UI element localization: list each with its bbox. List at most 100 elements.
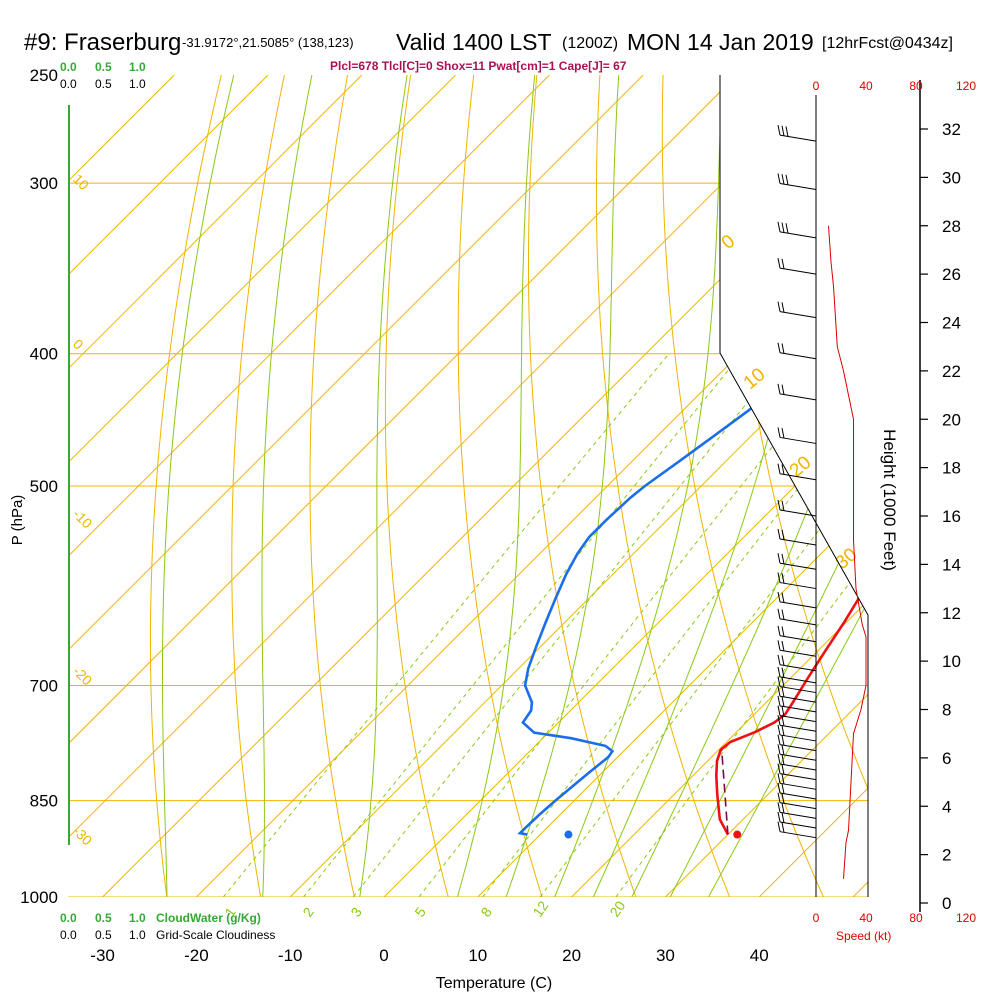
wind-barb-flag: [781, 783, 785, 794]
wind-barb: [779, 802, 817, 810]
wind-barb-flag: [777, 676, 781, 687]
height-tick-label: 12: [942, 604, 961, 623]
wind-barb-flag: [777, 705, 781, 716]
height-tick-label: 24: [942, 314, 961, 333]
wind-barb-flag: [781, 343, 785, 354]
wind-barb-flag: [777, 383, 781, 394]
temperature-tick-label: 20: [562, 946, 581, 965]
wind-barb-flag: [777, 301, 781, 312]
dry-adiabat-line: [384, 75, 457, 897]
wind-barb: [779, 473, 817, 481]
wind-barb-flag: [777, 221, 781, 232]
wind-barb: [779, 695, 817, 703]
utc-time: (1200Z): [562, 35, 618, 52]
dewpoint-profile: [517, 92, 868, 836]
speed-tick-bottom: 120: [956, 911, 976, 925]
dry-adiabat-label: 0: [70, 336, 87, 353]
wind-barb-flag: [777, 695, 781, 707]
wind-barb: [779, 763, 817, 771]
wind-barb-flag: [777, 744, 781, 755]
wind-barb-flag: [781, 626, 785, 637]
speed-tick-top: 80: [909, 79, 923, 93]
temperature-ticks: -30 -20 -10 0 10 20 30 40: [90, 946, 768, 965]
wind-barb: [779, 686, 817, 694]
wind-barb-flag: [777, 124, 781, 136]
height-tick-label: 8: [942, 701, 951, 720]
isotherm-line: [68, 75, 832, 897]
moist-adiabat-line: [654, 75, 868, 897]
wind-barb-flag: [785, 174, 789, 185]
dry-adiabat-line: [457, 75, 552, 897]
wind-barb-flag: [781, 384, 785, 395]
wind-barb-flag: [777, 666, 781, 677]
wind-panel: [777, 124, 867, 879]
dry-adiabat-line: [595, 75, 743, 897]
wind-barb-flag: [777, 734, 781, 745]
isotherm-line: [68, 75, 550, 897]
wind-barb: [779, 664, 817, 672]
wind-barb-flag: [777, 802, 781, 813]
height-tick-label: 10: [942, 652, 961, 671]
wind-barb-flag: [777, 553, 781, 564]
moist-adiabat-line: [162, 75, 241, 897]
wind-barb-flag: [777, 792, 781, 803]
height-tick-label: 0: [942, 894, 951, 913]
cloudwater-label: CloudWater (g/Kg): [156, 911, 261, 925]
wind-barb: [779, 538, 817, 546]
dry-adiabat-line: [528, 75, 647, 897]
wind-barb-flag: [781, 573, 785, 584]
cloud-top-green-2: 1.0: [129, 60, 146, 74]
speed-tick-top: 0: [813, 79, 820, 93]
wind-barb: [779, 705, 817, 713]
cloud-bottom-0: 0.0: [60, 928, 77, 942]
dry-adiabat-label: 10: [70, 171, 92, 193]
speed-label: Speed (kt): [836, 929, 891, 943]
wind-barb: [779, 436, 817, 444]
cloud-bottom-2: 1.0: [129, 928, 146, 942]
moist-adiabat-line: [692, 75, 868, 897]
wind-barb: [779, 753, 817, 761]
wind-barb-flag: [781, 744, 785, 756]
speed-tick-top: 40: [859, 79, 873, 93]
wind-barb: [779, 618, 817, 626]
station-title: #9: Fraserburg: [24, 29, 181, 56]
mixing-ratio-line: [418, 353, 847, 897]
pressure-tick-label: 700: [30, 677, 58, 696]
moist-adiabat-line: [260, 75, 318, 897]
mixing-ratio-line: [482, 353, 868, 897]
moist-adiabat-line: [542, 75, 724, 897]
dry-adiabat-line: [150, 75, 228, 897]
wind-barb-flag: [781, 302, 785, 313]
height-tick-label: 28: [942, 217, 961, 236]
cloud-top-2: 1.0: [129, 77, 146, 91]
wind-barb-flag: [781, 640, 785, 652]
profiles: [517, 92, 868, 836]
wind-barb: [779, 601, 817, 609]
temperature-tick-label: -20: [184, 946, 209, 965]
wind-barb-flag: [781, 553, 785, 565]
isotherm-line: [571, 75, 868, 897]
cloud-bottom-green-1: 0.5: [95, 911, 112, 925]
wind-barb: [779, 676, 817, 684]
wind-barb-flag: [777, 640, 781, 651]
cloudiness-label: Grid-Scale Cloudiness: [156, 928, 275, 942]
dry-adiabat-line: [725, 75, 868, 897]
speed-tick-bottom: 80: [909, 911, 923, 925]
pressure-tick-label: 500: [30, 477, 58, 496]
pressure-tick-label: 400: [30, 345, 58, 364]
dry-adiabat-line: [661, 75, 838, 897]
mixing-ratio-line: [539, 353, 868, 897]
wind-barb: [779, 649, 817, 657]
wind-barb-flag: [781, 812, 785, 823]
pressure-tick-label: 250: [30, 66, 58, 85]
wind-barb-flag: [777, 715, 781, 726]
wind-barb-flag: [777, 258, 781, 269]
wind-barb-flag: [781, 592, 785, 603]
wind-barb-flag: [781, 500, 785, 511]
wind-barb-flag: [781, 222, 785, 233]
height-tick-label: 14: [942, 555, 961, 574]
temperature-profile: [714, 98, 868, 836]
wind-barb-flag: [781, 258, 785, 269]
